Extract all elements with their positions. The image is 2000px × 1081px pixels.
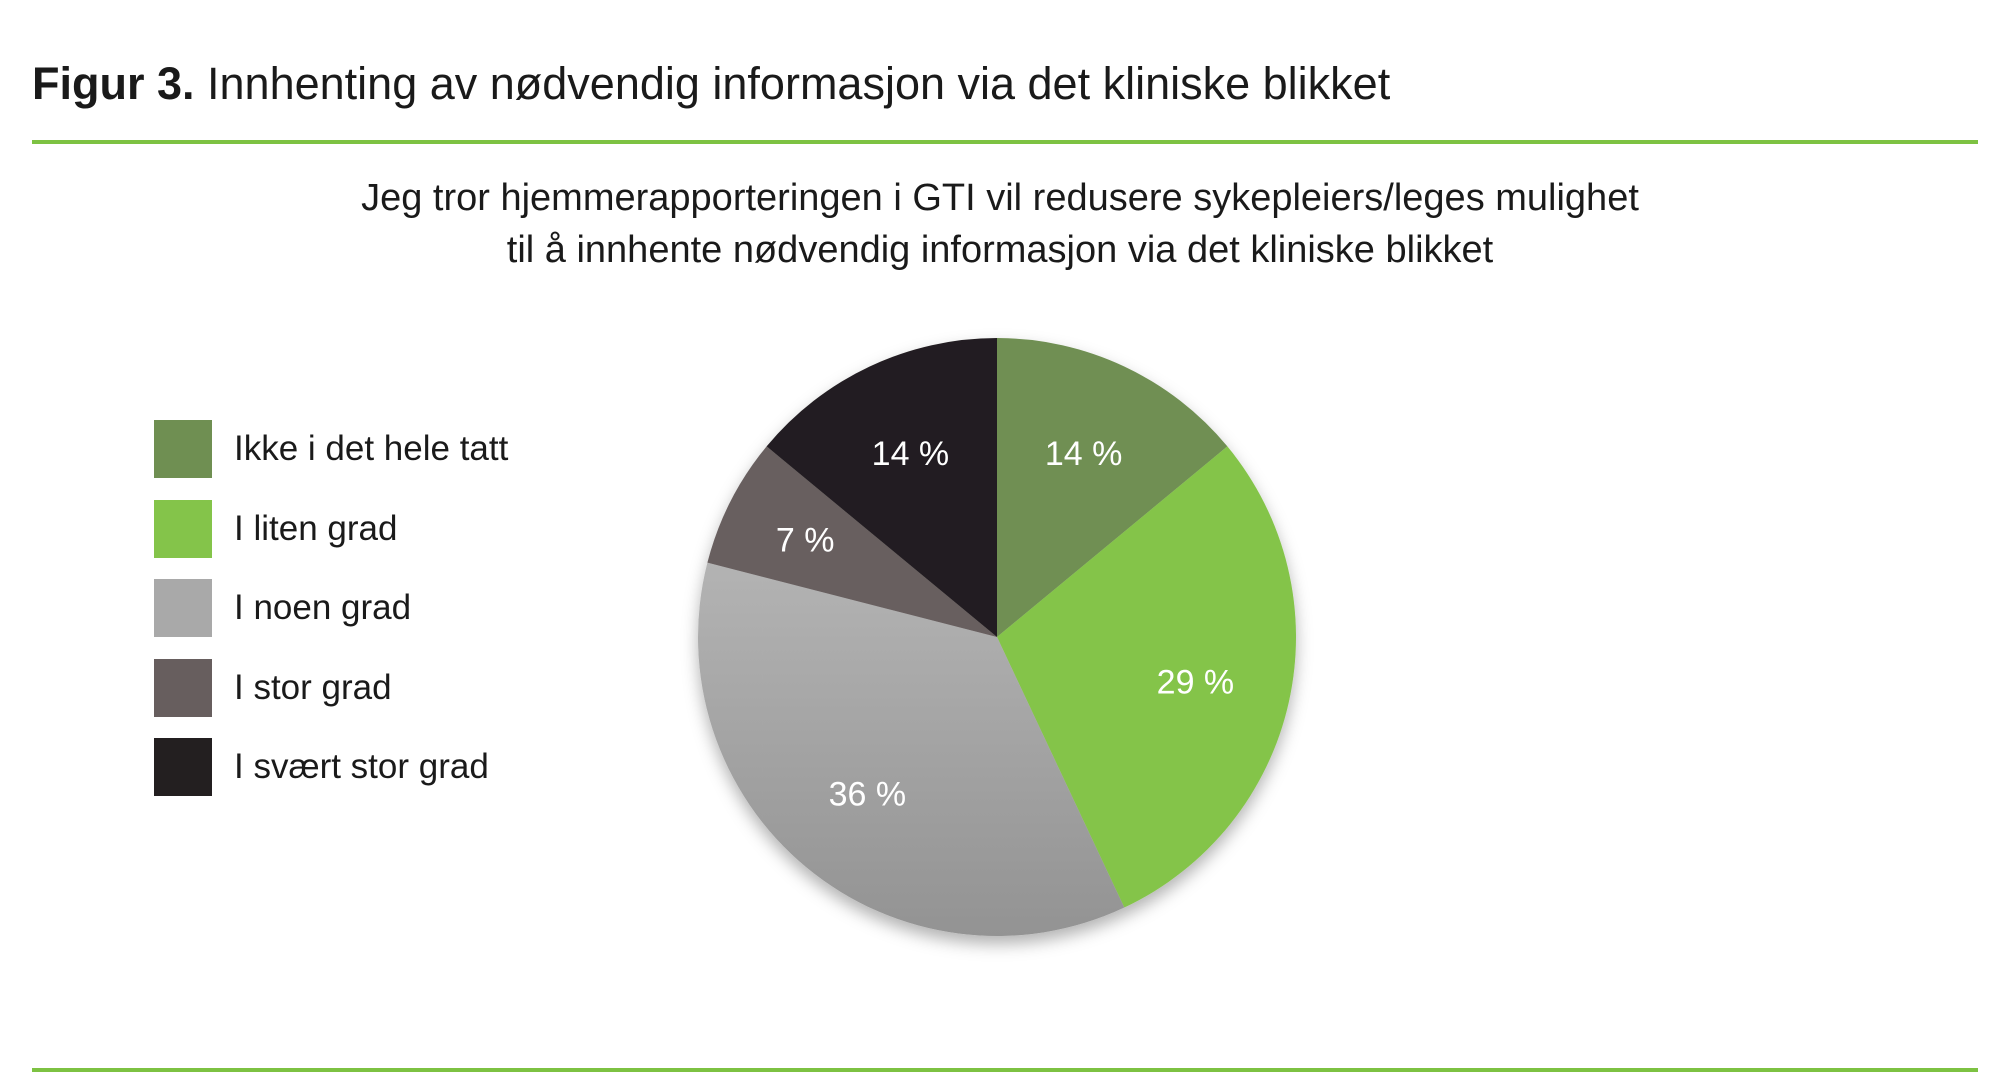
legend-label: I stor grad	[234, 667, 392, 707]
legend-label: I liten grad	[234, 508, 398, 548]
legend-swatch	[154, 579, 212, 637]
figure-title-text: Innhenting av nødvendig informasjon via …	[207, 58, 1391, 109]
top-divider	[32, 140, 1978, 144]
pie-slice	[697, 562, 1125, 936]
data-label: 14 %	[1045, 435, 1123, 473]
legend-label: I svært stor grad	[234, 747, 489, 786]
legend-label: I noen grad	[234, 588, 412, 627]
legend-item: I svært stor grad	[154, 738, 489, 796]
data-label: 14 %	[872, 435, 950, 473]
legend-swatch	[154, 420, 212, 478]
chart-title-line-2: til å innhente nødvendig informasjon via…	[506, 229, 1494, 271]
figure-label: Figur 3.	[32, 58, 195, 109]
pie-slice	[997, 446, 1296, 908]
data-label: 7 %	[776, 521, 835, 559]
legend-item: I stor grad	[154, 658, 392, 717]
data-label: 36 %	[829, 776, 907, 814]
pie-slice	[707, 446, 997, 637]
pie-slice	[997, 338, 1228, 637]
pie-slice	[766, 338, 997, 637]
legend-item: I noen grad	[154, 579, 411, 637]
legend-item: Ikke i det hele tatt	[154, 420, 508, 478]
chart-title: Jeg tror hjemmerapporteringen i GTI vil …	[0, 172, 2000, 276]
legend-label: Ikke i det hele tatt	[234, 429, 509, 468]
legend-swatch	[154, 499, 212, 558]
legend-swatch	[154, 738, 212, 796]
data-label: 29 %	[1157, 663, 1235, 701]
figure-title: Figur 3. Innhenting av nødvendig informa…	[32, 58, 1390, 110]
legend-swatch	[154, 658, 212, 717]
bottom-divider	[32, 1068, 1978, 1072]
legend-item: I liten grad	[154, 499, 398, 558]
chart-title-line-1: Jeg tror hjemmerapporteringen i GTI vil …	[361, 177, 1639, 219]
